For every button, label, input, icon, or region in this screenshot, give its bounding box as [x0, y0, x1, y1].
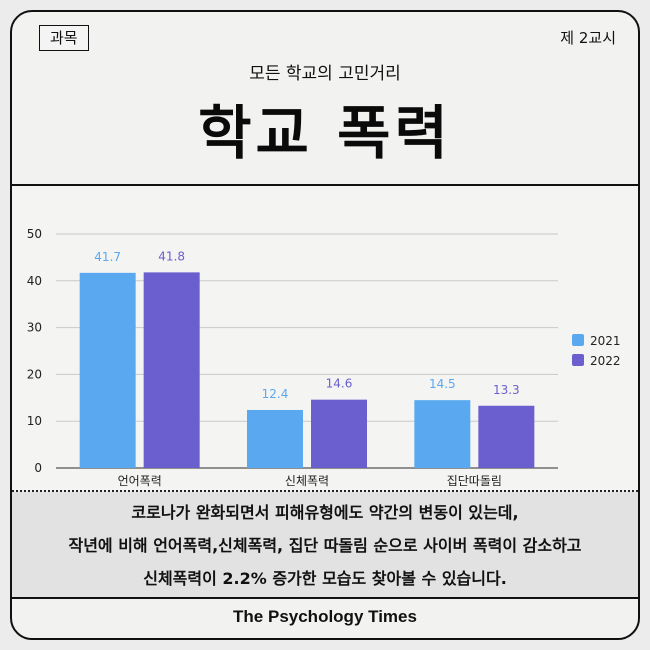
data-label: 41.7	[94, 250, 121, 264]
infographic-card: 과목 제 2교시 모든 학교의 고민거리 학교 폭력 0 10 20 30 40 50 41…	[10, 10, 640, 640]
y-tick-label: 50	[27, 227, 42, 241]
caption-line-2: 작년에 비해 언어폭력,신체폭력, 집단 따돌림 순으로 사이버 폭력이 감소하…	[68, 536, 582, 555]
x-tick-label: 언어폭력	[118, 474, 162, 488]
x-tick-label: 신체폭력	[285, 474, 329, 488]
dotted-divider	[12, 490, 638, 492]
bar-2021	[247, 409, 303, 468]
bar-2022	[478, 405, 535, 468]
data-label: 14.6	[326, 377, 353, 391]
bottom-divider	[12, 597, 638, 599]
data-label: 14.5	[429, 377, 456, 391]
caption-line-1: 코로나가 완화되면서 피해유형에도 약간의 변동이 있는데,	[131, 503, 519, 522]
header-subtitle: 모든 학교의 고민거리	[249, 64, 401, 84]
y-tick-label: 40	[27, 274, 42, 288]
data-label: 12.4	[262, 387, 289, 401]
y-tick-label: 10	[27, 414, 42, 428]
legend-swatch	[572, 354, 584, 366]
caption-line-3: 신체폭력이 2.2% 증가한 모습도 찾아볼 수 있습니다.	[143, 569, 507, 588]
bar-2021	[414, 400, 471, 468]
data-label: 41.8	[158, 249, 185, 263]
legend-label: 2021	[590, 334, 621, 348]
legend-label: 2022	[590, 354, 621, 368]
y-tick-label: 0	[34, 461, 42, 475]
y-tick-label: 30	[27, 321, 42, 335]
data-label: 13.3	[493, 383, 520, 397]
bar-2021	[79, 272, 136, 468]
caption-box: 코로나가 완화되면서 피해유형에도 약간의 변동이 있는데, 작년에 비해 언어…	[12, 492, 638, 597]
bar-2022	[143, 272, 200, 468]
bar-2022	[311, 399, 367, 468]
y-tick-label: 20	[27, 367, 42, 381]
legend-swatch	[572, 334, 584, 346]
footer-brand: The Psychology Times	[233, 607, 417, 626]
chart-area: 0 10 20 30 40 50 41.7 41.8 언어폭력 12.4 14.6 신체폭력 14.5 1…	[12, 186, 638, 490]
header-title: 학교 폭력	[198, 99, 452, 167]
x-tick-label: 집단따돌림	[447, 474, 502, 488]
bar-chart: 0 10 20 30 40 50 41.7 41.8 언어폭력 12.4 14.6 신체폭력 14.5 1…	[27, 227, 621, 488]
subject-tag: 과목	[39, 25, 89, 51]
top-divider	[12, 184, 638, 186]
period-label: 제 2교시	[560, 29, 616, 47]
